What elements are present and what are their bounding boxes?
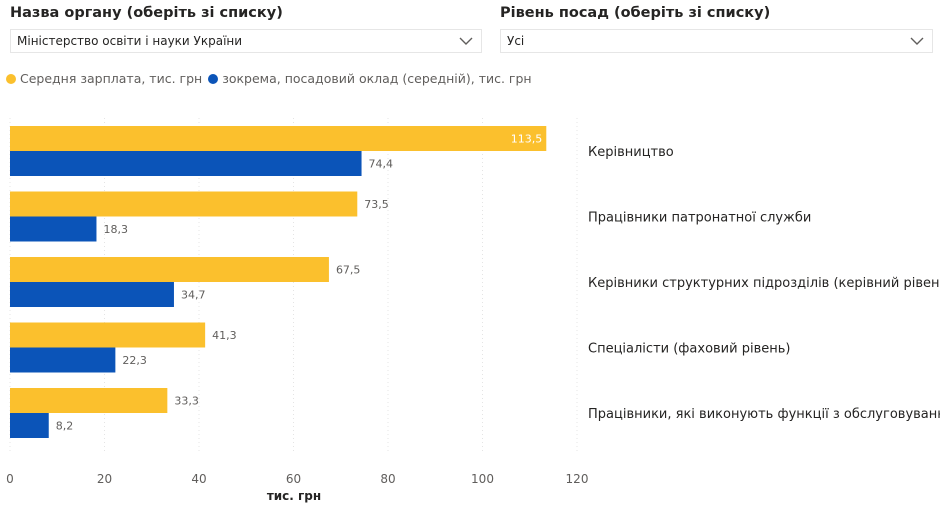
x-tick-label: 120 — [566, 472, 589, 486]
category-label: Працівники патронатної служби — [588, 211, 811, 226]
x-tick-label: 20 — [97, 472, 112, 486]
chevron-down-icon — [910, 37, 924, 45]
level-dropdown[interactable]: Усі — [500, 29, 933, 53]
bar-base-pay[interactable] — [10, 282, 174, 307]
filter-level-title: Рівень посад (оберіть зі списку) — [500, 5, 771, 21]
data-label: 33,3 — [174, 395, 199, 408]
x-tick-label: 60 — [286, 472, 301, 486]
bar-salary[interactable] — [10, 322, 206, 348]
organ-dropdown[interactable]: Міністерство освіти і науки України — [10, 29, 482, 53]
legend-item-base-pay[interactable]: зокрема, посадовий оклад (середній), тис… — [208, 71, 532, 86]
bar-salary[interactable] — [10, 388, 168, 413]
data-label: 67,5 — [336, 264, 361, 277]
chart-legend: Середня зарплата, тис. грн зокрема, поса… — [6, 71, 538, 86]
bar-salary[interactable] — [10, 257, 329, 282]
legend-label-base-pay: зокрема, посадовий оклад (середній), тис… — [222, 71, 532, 86]
data-label: 113,5 — [511, 133, 543, 146]
legend-swatch-base-pay — [208, 73, 219, 84]
bar-base-pay[interactable] — [10, 413, 49, 438]
x-tick-label: 40 — [191, 472, 206, 486]
chevron-down-icon — [459, 37, 473, 45]
category-label: Працівники, які виконують функції з обсл… — [588, 407, 940, 422]
category-label: Керівники структурних підрозділів (керів… — [588, 276, 940, 291]
category-label: Керівництво — [588, 145, 674, 160]
bar-base-pay[interactable] — [10, 216, 97, 242]
bar-salary[interactable] — [10, 126, 547, 151]
filter-organ-title: Назва органу (оберіть зі списку) — [10, 5, 283, 21]
x-tick-label: 80 — [380, 472, 395, 486]
data-label: 74,4 — [369, 158, 394, 171]
data-label: 73,5 — [364, 198, 389, 211]
bar-salary[interactable] — [10, 191, 358, 217]
legend-label-salary: Середня зарплата, тис. грн — [20, 71, 203, 86]
data-label: 22,3 — [122, 354, 146, 367]
legend-swatch-salary — [6, 73, 16, 84]
legend-item-salary[interactable]: Середня зарплата, тис. грн — [6, 71, 202, 86]
x-tick-label: 0 — [6, 472, 14, 486]
data-label: 18,3 — [103, 223, 128, 236]
bar-base-pay[interactable] — [10, 151, 362, 176]
data-label: 34,7 — [181, 289, 206, 302]
data-label: 41,3 — [212, 329, 237, 342]
x-tick-label: 100 — [471, 472, 494, 486]
data-label: 8,2 — [56, 420, 73, 433]
x-axis-title: тис. грн — [267, 489, 321, 503]
level-dropdown-value: Усі — [507, 34, 525, 48]
organ-dropdown-value: Міністерство освіти і науки України — [17, 34, 243, 48]
bar-base-pay[interactable] — [10, 347, 116, 373]
category-label: Спеціалісти (фаховий рівень) — [588, 342, 790, 357]
